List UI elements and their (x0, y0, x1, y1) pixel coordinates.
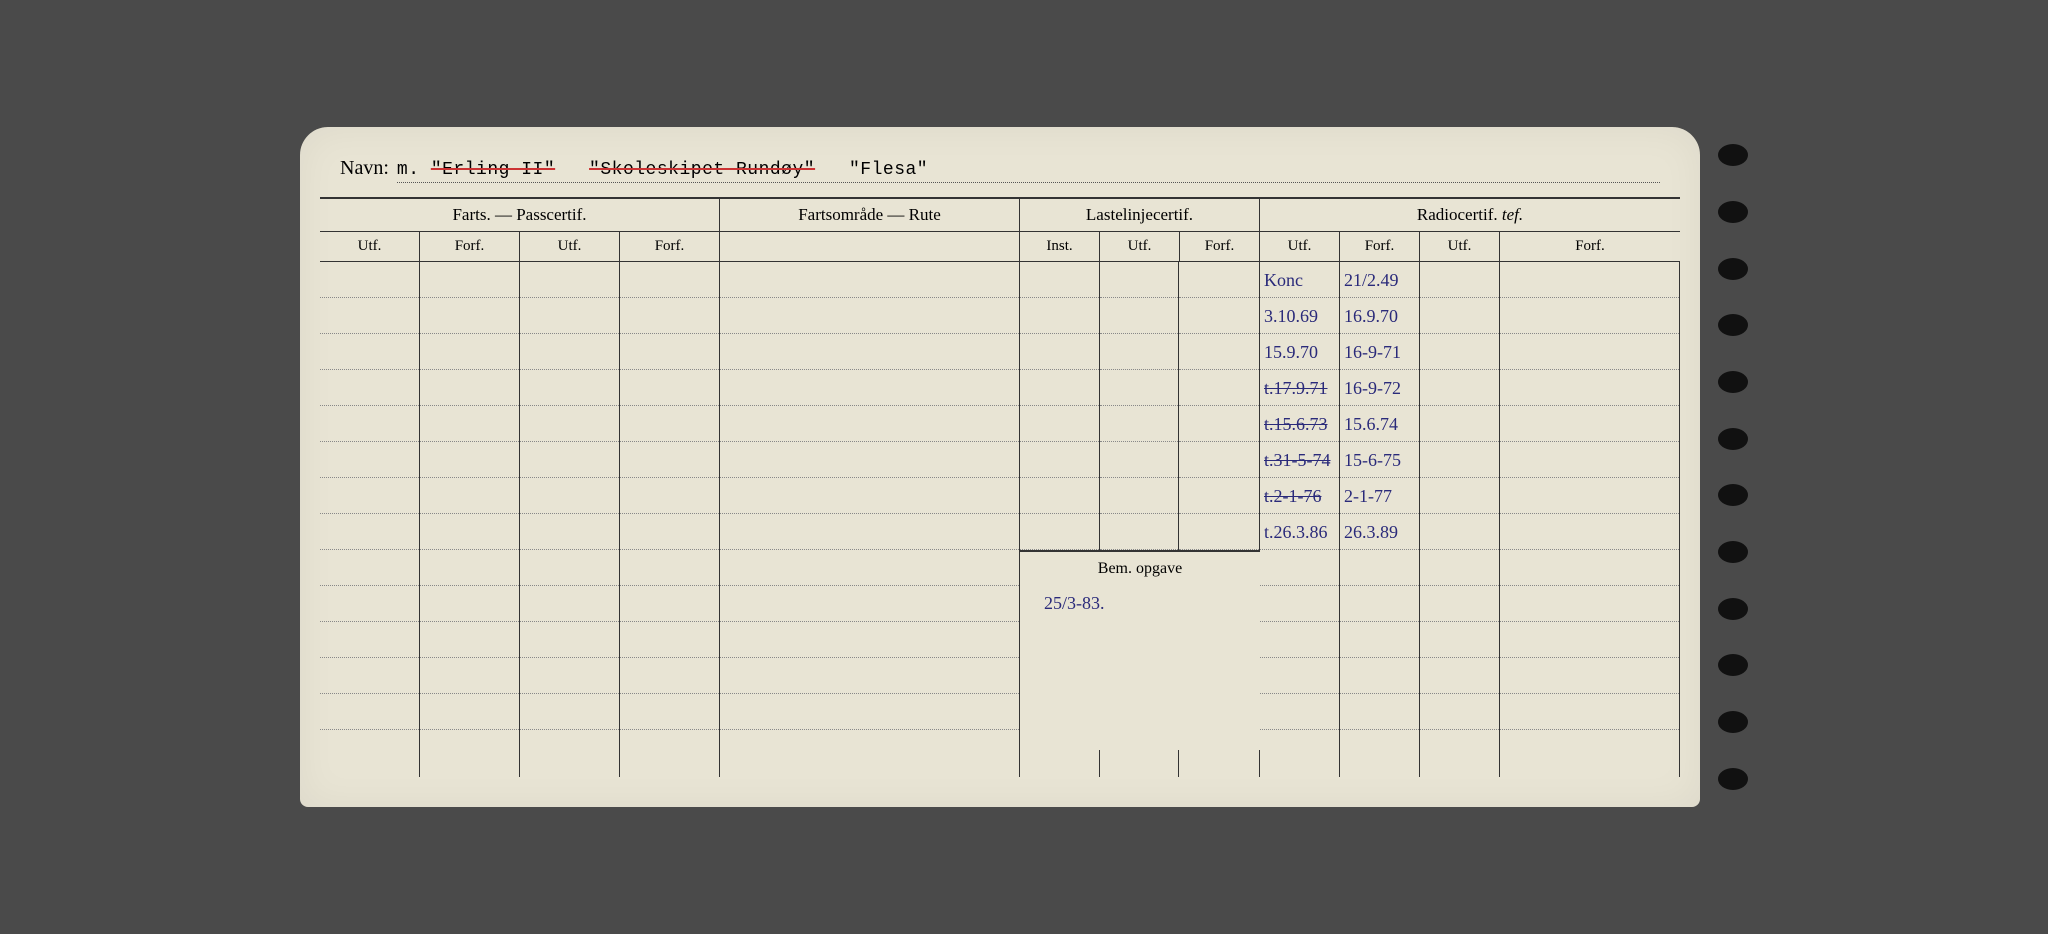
hole-icon (1718, 371, 1748, 393)
sub-laste-forf: Forf. (1180, 232, 1260, 261)
hole-icon (1718, 314, 1748, 336)
radio-row: Konc21/2.49 (1260, 262, 1680, 298)
radio-forf-value: 16-9-71 (1340, 343, 1420, 361)
radio-entries: Konc21/2.493.10.6916.9.7015.9.7016-9-71t… (1260, 262, 1680, 550)
navn-prefix: m. (397, 160, 420, 180)
record-card: Navn: m. "Erling II" "Skoleskipet Rundøy… (300, 127, 1700, 807)
sub-radio-utf2: Utf. (1420, 232, 1500, 261)
radio-forf-value: 16.9.70 (1340, 307, 1420, 325)
radio-row: t.17.9.7116-9-72 (1260, 370, 1680, 406)
navn-row: Navn: m. "Erling II" "Skoleskipet Rundøy… (320, 157, 1680, 193)
col-farts-forf2 (620, 262, 720, 777)
navn-name-3: "Flesa" (849, 160, 928, 180)
radio-row: t.15.6.7315.6.74 (1260, 406, 1680, 442)
section-farts: Farts. — Passcertif. (320, 199, 720, 231)
radio-group: Konc21/2.493.10.6916.9.7015.9.7016-9-71t… (1260, 262, 1680, 777)
radio-row: t.26.3.8626.3.89 (1260, 514, 1680, 550)
navn-name-2: "Skoleskipet Rundøy" (589, 160, 815, 180)
hole-icon (1718, 598, 1748, 620)
col-farts-utf (320, 262, 420, 777)
bem-value: 25/3-83. (1020, 582, 1260, 612)
radio-utf-value: Konc (1260, 271, 1340, 289)
col-rute (720, 262, 1020, 777)
hole-icon (1718, 201, 1748, 223)
body-grid: Bem. opgave 25/3-83. (320, 262, 1680, 777)
sub-farts-forf: Forf. (420, 232, 520, 261)
binder-holes (1718, 127, 1748, 807)
hole-icon (1718, 258, 1748, 280)
hole-icon (1718, 768, 1748, 790)
radio-utf-value: t.2-1-76 (1260, 487, 1340, 505)
radio-suffix: tef. (1502, 205, 1523, 224)
radio-forf-value: 2-1-77 (1340, 487, 1420, 505)
bem-title: Bem. opgave (1020, 552, 1260, 582)
radio-utf-value: t.31-5-74 (1260, 451, 1340, 469)
sub-rute-blank (720, 232, 1020, 261)
hole-icon (1718, 144, 1748, 166)
radio-row: 15.9.7016-9-71 (1260, 334, 1680, 370)
sub-farts-utf2: Utf. (520, 232, 620, 261)
section-rute: Fartsområde — Rute (720, 199, 1020, 231)
laste-group: Bem. opgave 25/3-83. (1020, 262, 1260, 777)
radio-forf-value: 26.3.89 (1340, 523, 1420, 541)
radio-row: 3.10.6916.9.70 (1260, 298, 1680, 334)
sub-laste-utf: Utf. (1100, 232, 1180, 261)
sub-headers: Utf. Forf. Utf. Forf. Inst. Utf. Forf. U… (320, 232, 1680, 262)
hole-icon (1718, 541, 1748, 563)
radio-utf-value: t.26.3.86 (1260, 523, 1340, 541)
radio-utf-value: t.15.6.73 (1260, 415, 1340, 433)
col-farts-utf2 (520, 262, 620, 777)
hole-icon (1718, 484, 1748, 506)
hole-icon (1718, 428, 1748, 450)
section-laste: Lastelinjecertif. (1020, 199, 1260, 231)
radio-forf-value: 15-6-75 (1340, 451, 1420, 469)
radio-forf-value: 21/2.49 (1340, 271, 1420, 289)
section-radio: Radiocertif. tef. (1260, 199, 1680, 231)
navn-label: Navn: (340, 157, 389, 180)
sub-radio-forf: Forf. (1340, 232, 1420, 261)
table-area: Farts. — Passcertif. Fartsområde — Rute … (320, 197, 1680, 777)
radio-forf-value: 15.6.74 (1340, 415, 1420, 433)
hole-icon (1718, 711, 1748, 733)
radio-forf-value: 16-9-72 (1340, 379, 1420, 397)
navn-value: m. "Erling II" "Skoleskipet Rundøy" "Fle… (397, 160, 1660, 183)
sub-laste-inst: Inst. (1020, 232, 1100, 261)
hole-icon (1718, 654, 1748, 676)
sub-farts-utf: Utf. (320, 232, 420, 261)
radio-utf-value: 15.9.70 (1260, 343, 1340, 361)
sub-radio-utf: Utf. (1260, 232, 1340, 261)
section-headers: Farts. — Passcertif. Fartsområde — Rute … (320, 199, 1680, 232)
radio-label: Radiocertif. (1417, 205, 1498, 224)
sub-farts-forf2: Forf. (620, 232, 720, 261)
radio-row: t.31-5-7415-6-75 (1260, 442, 1680, 478)
sub-radio-forf2: Forf. (1500, 232, 1680, 261)
bem-opgave-box: Bem. opgave 25/3-83. (1020, 550, 1260, 750)
radio-utf-value: 3.10.69 (1260, 307, 1340, 325)
navn-name-1: "Erling II" (431, 160, 555, 180)
col-farts-forf (420, 262, 520, 777)
radio-utf-value: t.17.9.71 (1260, 379, 1340, 397)
radio-row: t.2-1-762-1-77 (1260, 478, 1680, 514)
page-wrap: Navn: m. "Erling II" "Skoleskipet Rundøy… (300, 127, 1748, 807)
